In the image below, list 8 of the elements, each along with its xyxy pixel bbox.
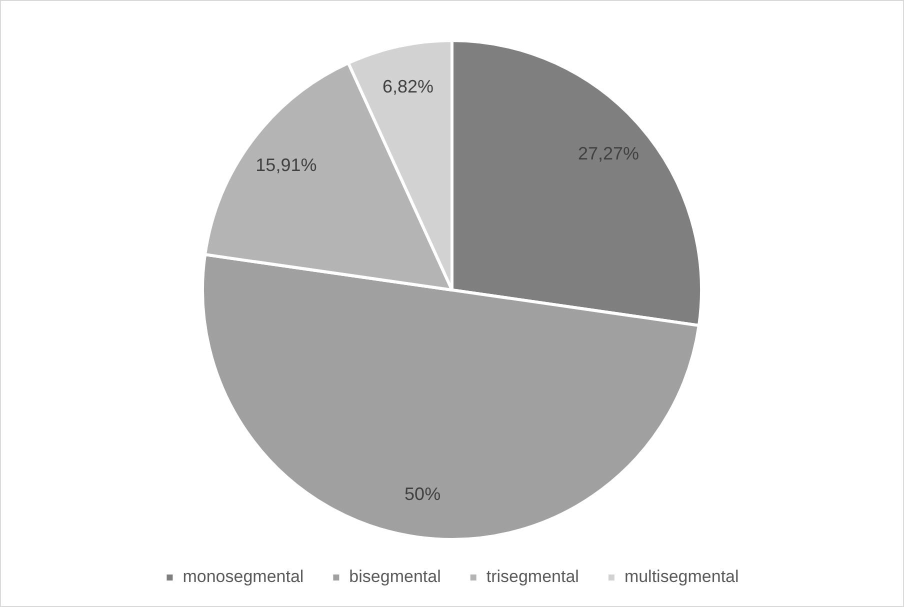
- data-label: 50%: [404, 484, 441, 504]
- data-label: 6,82%: [382, 76, 434, 97]
- legend-label: bisegmental: [349, 567, 441, 586]
- legend-label: multisegmental: [624, 567, 739, 586]
- legend-label: monosegmental: [182, 567, 304, 586]
- legend-label: trisegmental: [486, 567, 579, 586]
- data-label: 27,27%: [578, 143, 640, 164]
- data-label: 15,91%: [256, 154, 317, 175]
